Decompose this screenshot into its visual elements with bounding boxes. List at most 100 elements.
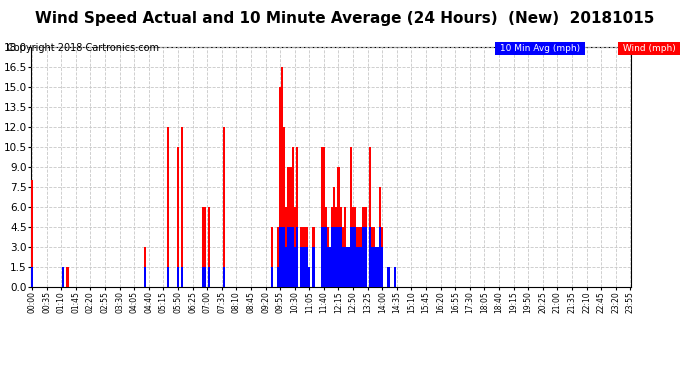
Bar: [379, 227, 381, 287]
Bar: [31, 267, 33, 287]
Bar: [282, 67, 284, 287]
Bar: [208, 267, 210, 287]
Bar: [337, 167, 339, 287]
Bar: [300, 227, 302, 287]
Bar: [294, 247, 296, 287]
Bar: [323, 147, 325, 287]
Bar: [364, 227, 366, 287]
Bar: [350, 227, 352, 287]
Bar: [325, 207, 327, 287]
Bar: [352, 227, 354, 287]
Bar: [294, 207, 296, 287]
Bar: [356, 247, 358, 287]
Bar: [166, 127, 168, 287]
Bar: [296, 147, 298, 287]
Bar: [335, 207, 337, 287]
Bar: [296, 227, 298, 287]
Bar: [304, 247, 306, 287]
Bar: [286, 247, 288, 287]
Bar: [344, 207, 346, 287]
Bar: [144, 247, 146, 287]
Bar: [292, 147, 294, 287]
Bar: [290, 227, 292, 287]
Bar: [290, 167, 292, 287]
Bar: [292, 227, 294, 287]
Bar: [377, 247, 379, 287]
Bar: [368, 227, 371, 287]
Bar: [313, 247, 315, 287]
Bar: [308, 267, 310, 287]
Bar: [346, 247, 348, 287]
Bar: [344, 247, 346, 287]
Bar: [339, 227, 342, 287]
Bar: [329, 247, 331, 287]
Bar: [306, 227, 308, 287]
Bar: [364, 207, 366, 287]
Bar: [360, 227, 362, 287]
Bar: [368, 147, 371, 287]
Bar: [302, 227, 304, 287]
Bar: [166, 267, 168, 287]
Bar: [302, 247, 304, 287]
Bar: [321, 147, 323, 287]
Bar: [277, 267, 279, 287]
Bar: [331, 207, 333, 287]
Bar: [375, 247, 377, 287]
Bar: [223, 127, 225, 287]
Bar: [350, 147, 352, 287]
Bar: [66, 267, 68, 287]
Bar: [306, 247, 308, 287]
Bar: [358, 227, 360, 287]
Bar: [333, 227, 335, 287]
Bar: [62, 267, 64, 287]
Bar: [354, 227, 356, 287]
Bar: [223, 267, 225, 287]
Bar: [379, 187, 381, 287]
Bar: [360, 247, 362, 287]
Bar: [371, 227, 373, 287]
Bar: [277, 227, 279, 287]
Bar: [348, 247, 350, 287]
Bar: [321, 227, 323, 287]
Bar: [279, 227, 282, 287]
Bar: [373, 227, 375, 287]
Bar: [282, 227, 284, 287]
Bar: [388, 267, 390, 287]
Bar: [284, 127, 286, 287]
Bar: [177, 267, 179, 287]
Bar: [323, 227, 325, 287]
Bar: [394, 267, 396, 287]
Bar: [177, 147, 179, 287]
Bar: [31, 180, 33, 287]
Text: Wind (mph): Wind (mph): [620, 44, 678, 53]
Bar: [375, 247, 377, 287]
Bar: [371, 247, 373, 287]
Bar: [181, 267, 184, 287]
Text: Wind Speed Actual and 10 Minute Average (24 Hours)  (New)  20181015: Wind Speed Actual and 10 Minute Average …: [35, 11, 655, 26]
Bar: [339, 207, 342, 287]
Bar: [381, 247, 384, 287]
Bar: [356, 227, 358, 287]
Bar: [329, 247, 331, 287]
Bar: [208, 207, 210, 287]
Text: 10 Min Avg (mph): 10 Min Avg (mph): [497, 44, 583, 53]
Bar: [304, 227, 306, 287]
Bar: [279, 87, 282, 287]
Bar: [270, 267, 273, 287]
Bar: [388, 267, 390, 287]
Bar: [362, 227, 364, 287]
Bar: [313, 227, 315, 287]
Bar: [286, 207, 288, 287]
Bar: [352, 207, 354, 287]
Bar: [354, 207, 356, 287]
Bar: [342, 227, 344, 287]
Bar: [202, 267, 204, 287]
Bar: [377, 247, 379, 287]
Bar: [348, 247, 350, 287]
Bar: [346, 247, 348, 287]
Bar: [300, 247, 302, 287]
Bar: [327, 247, 329, 287]
Text: Copyright 2018 Cartronics.com: Copyright 2018 Cartronics.com: [7, 43, 159, 53]
Bar: [337, 227, 339, 287]
Bar: [335, 227, 337, 287]
